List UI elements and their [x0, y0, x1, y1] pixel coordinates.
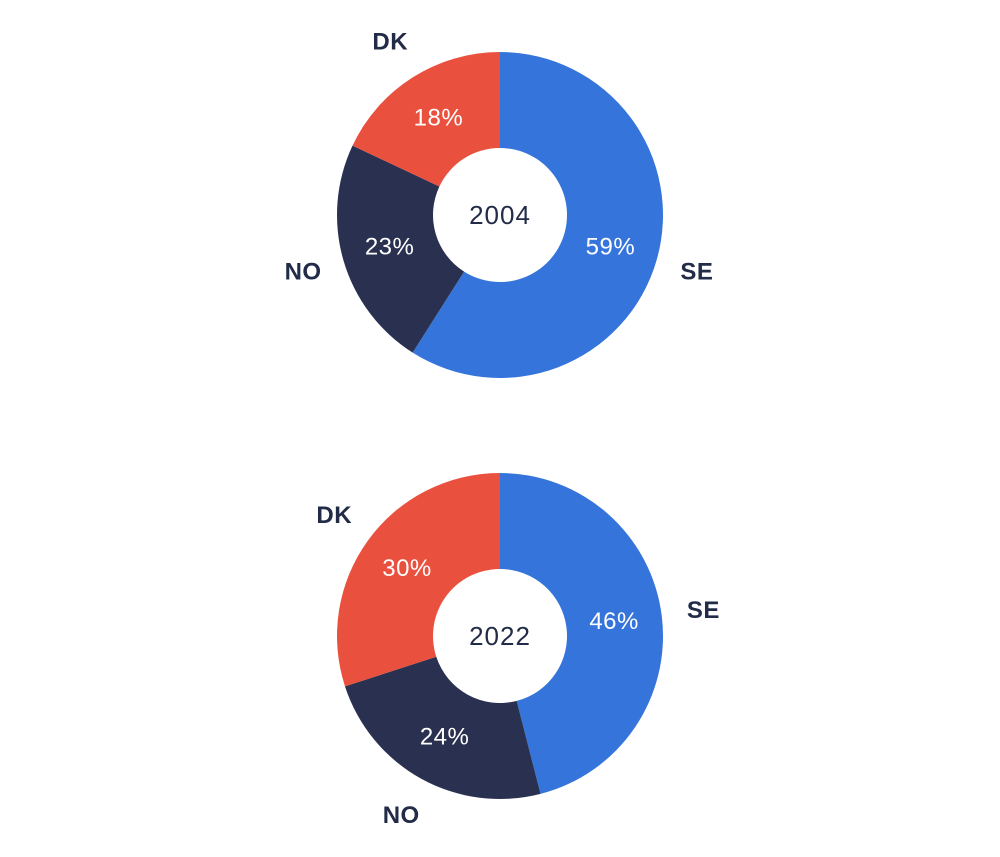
pie-slice-no-2004: [336, 145, 465, 353]
donut-svg-2004: 59% SE 23% NO 18% DK 2004: [285, 28, 713, 379]
pie-slice-se-2022: [500, 473, 664, 794]
slice-name-label-dk-2004: DK: [372, 28, 408, 55]
chart-center-label-2004: 2004: [469, 200, 531, 230]
slice-name-label-no-2004: NO: [285, 259, 322, 286]
slice-name-label-dk-2022: DK: [316, 502, 352, 529]
donut-svg-2022: 46% SE 24% NO 30% DK 2022: [316, 473, 720, 829]
slice-name-label-se-2004: SE: [680, 259, 713, 286]
slice-value-label-no-2004: 23%: [365, 234, 415, 261]
donut-chart-2004: 59% SE 23% NO 18% DK 2004: [0, 0, 1000, 428]
slice-name-label-no-2022: NO: [383, 802, 420, 829]
slice-value-label-dk-2004: 18%: [414, 104, 464, 131]
pie-slice-no-2022: [344, 656, 541, 800]
pie-slice-dk-2004: [352, 51, 500, 187]
pie-slice-se-2004: [412, 52, 663, 379]
donut-chart-2022: 46% SE 24% NO 30% DK 2022: [0, 428, 1000, 857]
slice-value-label-se-2004: 59%: [586, 234, 636, 261]
slice-value-label-se-2022: 46%: [589, 608, 639, 635]
slice-value-label-dk-2022: 30%: [382, 555, 432, 582]
chart-center-label-2022: 2022: [469, 621, 531, 651]
slice-name-label-se-2022: SE: [687, 597, 720, 624]
pie-slice-dk-2022: [337, 473, 500, 687]
slice-value-label-no-2022: 24%: [420, 723, 470, 750]
